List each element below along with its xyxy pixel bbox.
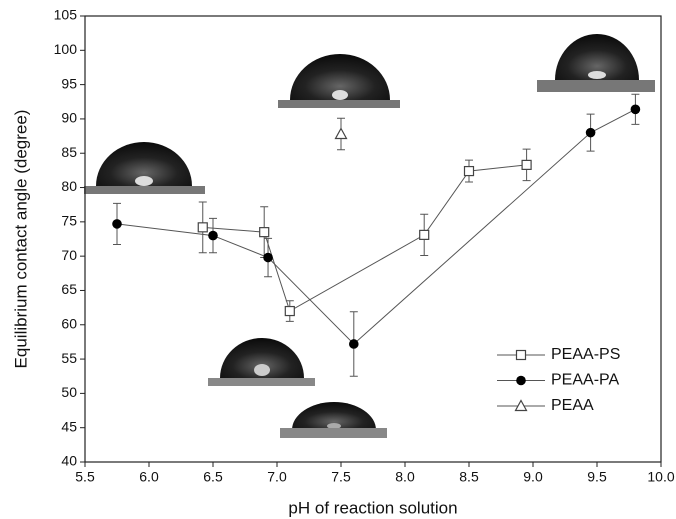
series-line — [116, 108, 636, 345]
droplet — [84, 142, 205, 194]
y-tick-label: 70 — [61, 247, 77, 263]
legend-label: PEAA — [551, 397, 594, 414]
droplet — [280, 402, 387, 438]
x-axis-title: pH of reaction solution — [288, 498, 457, 517]
data-point — [259, 227, 270, 238]
x-tick-label: 9.0 — [523, 469, 543, 485]
data-point — [263, 252, 273, 263]
x-tick-label: 10.0 — [647, 469, 674, 485]
data-point — [284, 305, 295, 317]
y-tick-label: 95 — [61, 75, 77, 91]
legend-marker — [516, 375, 526, 386]
x-tick-label: 8.0 — [395, 469, 415, 485]
data-point — [419, 229, 430, 240]
y-tick-label: 50 — [61, 384, 77, 400]
data-point — [208, 230, 218, 241]
data-point — [349, 339, 359, 349]
x-tick-label: 7.5 — [331, 469, 351, 485]
x-tick-label: 6.5 — [203, 469, 223, 485]
droplet — [278, 54, 400, 108]
y-tick-label: 65 — [61, 281, 77, 297]
droplet — [208, 338, 315, 386]
x-tick-label: 6.0 — [139, 469, 159, 485]
x-tick-label: 5.5 — [75, 469, 95, 485]
data-point — [197, 222, 208, 233]
series-line — [202, 164, 527, 312]
y-tick-label: 75 — [61, 213, 77, 229]
legend-marker — [515, 349, 527, 361]
y-tick-label: 85 — [61, 144, 77, 160]
data-point — [521, 159, 532, 170]
data-point — [112, 219, 122, 229]
legend-marker — [514, 399, 528, 412]
y-tick-label: 105 — [54, 7, 78, 23]
y-tick-label: 45 — [61, 418, 77, 434]
y-axis-title: Equilibrium contact angle (degree) — [11, 110, 30, 369]
droplet-images — [84, 34, 655, 438]
legend-label: PEAA-PA — [551, 372, 620, 389]
data-point — [334, 127, 348, 140]
x-tick-label: 8.5 — [459, 469, 479, 485]
legend-label: PEAA-PS — [551, 346, 620, 363]
plot-frame — [84, 15, 662, 463]
data-point — [630, 104, 641, 115]
data-point — [463, 165, 475, 177]
y-tick-label: 90 — [61, 110, 77, 126]
x-tick-label: 9.5 — [587, 469, 607, 485]
data-point — [585, 127, 596, 138]
y-tick-label: 40 — [61, 453, 77, 469]
y-tick-label: 100 — [54, 41, 78, 57]
y-tick-label: 55 — [61, 350, 77, 366]
y-tick-label: 80 — [61, 178, 77, 194]
droplet — [537, 34, 655, 92]
x-tick-label: 7.0 — [267, 469, 287, 485]
y-tick-label: 60 — [61, 315, 77, 331]
